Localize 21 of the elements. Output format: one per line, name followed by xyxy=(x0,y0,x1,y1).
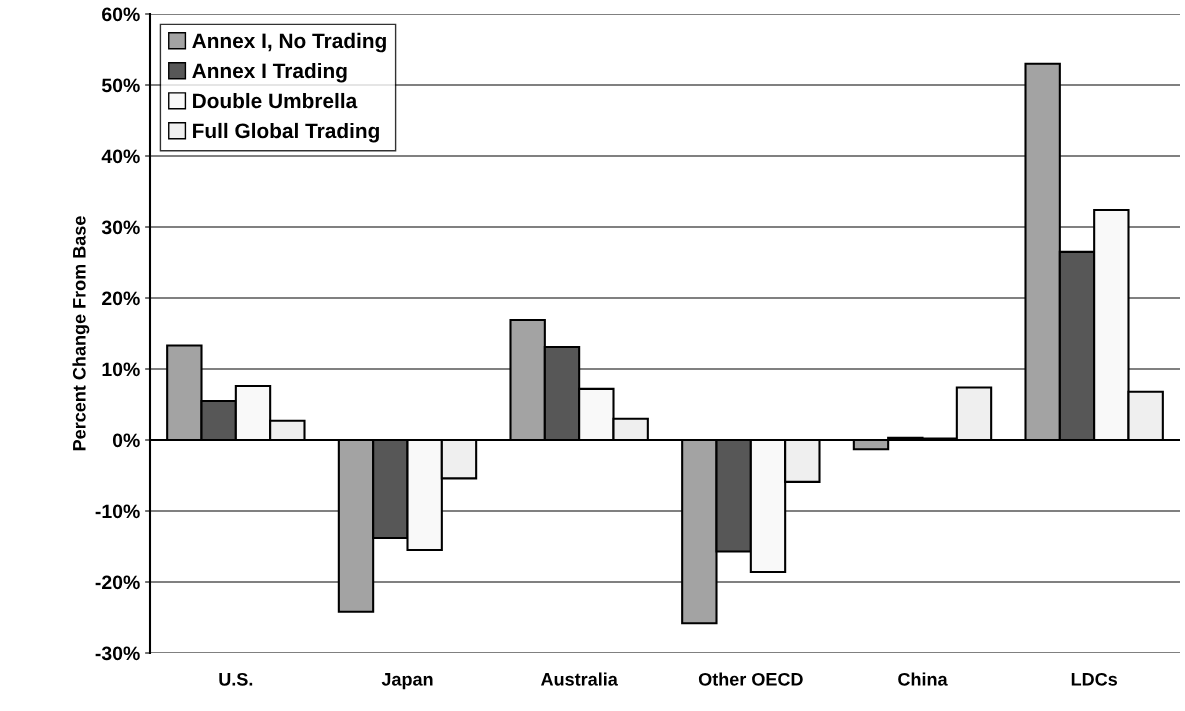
legend-label: Double Umbrella xyxy=(193,92,358,109)
y-tick-label: 10% xyxy=(102,362,140,377)
y-tick-label: -20% xyxy=(95,575,140,590)
y-tick-label: -30% xyxy=(95,646,140,661)
y-tick-label: 30% xyxy=(101,220,140,235)
y-axis-title: Percent Change From Base xyxy=(72,216,90,451)
x-tick-label: China xyxy=(898,672,948,686)
x-tick-label: Other OECD xyxy=(698,672,803,686)
x-tick-label: Japan xyxy=(381,673,433,690)
y-tick-label: 20% xyxy=(102,291,140,306)
y-tick-label: -10% xyxy=(95,504,140,519)
legend-label: Annex I Trading xyxy=(192,62,347,83)
y-tick-label: 50% xyxy=(101,78,140,93)
x-tick-label: U.S. xyxy=(219,672,253,686)
legend-label: Full Global Trading xyxy=(193,122,379,143)
legend-label: Annex I, No Trading xyxy=(192,32,386,53)
x-tick-label: Australia xyxy=(540,672,618,686)
y-tick-label: 0% xyxy=(112,433,140,448)
x-tick-label: LDCs xyxy=(1071,672,1117,686)
y-tick-label: 40% xyxy=(101,149,140,164)
y-tick-label: 60% xyxy=(102,7,140,22)
